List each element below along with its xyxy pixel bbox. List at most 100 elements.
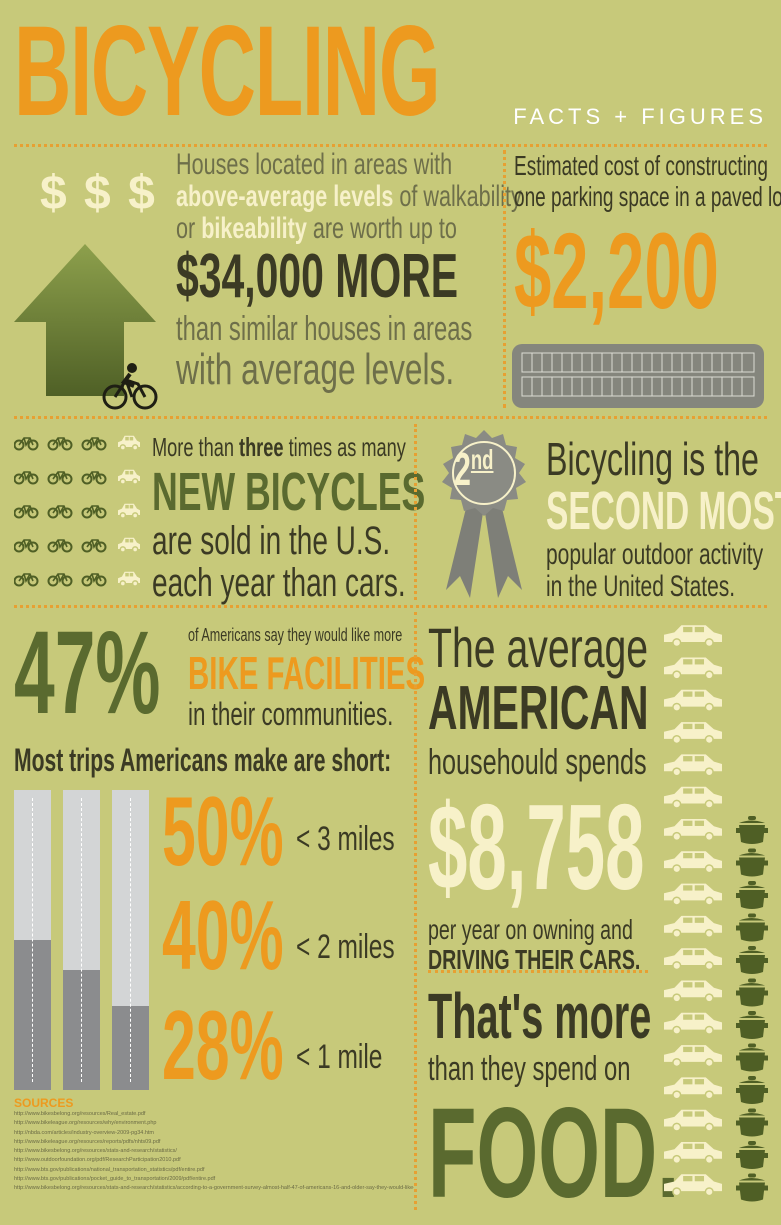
divider-3 <box>14 605 767 608</box>
food-line2: than they spend on <box>428 1050 631 1088</box>
car-icon <box>664 819 722 842</box>
parking-text: Estimated cost of constructing one parki… <box>514 152 781 331</box>
divider-vertical-1 <box>503 150 506 408</box>
trip-percent-3: 28% <box>162 990 284 1100</box>
car-icon <box>664 915 722 939</box>
second-line4: in the United States. <box>546 570 736 603</box>
household-line6: DRIVING THEIR CARS. <box>428 944 641 975</box>
house-amount: $34,000 MORE <box>176 242 459 311</box>
facilities-text: of Americans say they would like more BI… <box>188 625 425 732</box>
house-line3: or bikeability are worth up to <box>176 212 457 245</box>
pot-icon <box>736 1076 768 1104</box>
car-icon <box>664 1077 722 1100</box>
bicycle-icon <box>47 471 73 485</box>
food-text: That's more than they spend on FOOD. <box>428 980 679 1218</box>
trip-row-1: 50% <box>162 782 358 880</box>
car-icon <box>664 1174 722 1197</box>
source-item[interactable]: http://www.bikeleague.org/resources/repo… <box>14 1138 161 1145</box>
bicycle-icon <box>47 505 73 519</box>
household-line2: AMERICAN <box>428 674 649 743</box>
trip-row-2: 40% <box>162 886 358 984</box>
bicycle-icon <box>14 437 39 451</box>
cyclist-icon <box>102 363 158 410</box>
page-subtitle: FACTS + FIGURES <box>513 104 767 129</box>
car-icon <box>664 948 722 971</box>
cars-and-pots-icons <box>664 625 768 1202</box>
source-item[interactable]: http://www.bikesbelong.org/resources/sta… <box>14 1185 414 1192</box>
second-most-text: Bicycling is the SECOND MOST popular out… <box>546 433 781 603</box>
source-item[interactable]: http://nbda.com/articles/industry-overvi… <box>14 1129 155 1136</box>
bicycle-icon <box>81 437 107 451</box>
bicycle-icon <box>81 573 107 587</box>
dollar-signs: $ $ $ <box>40 167 157 220</box>
household-text: The average AMERICAN househould spends $… <box>428 620 658 974</box>
second-line1: Bicycling is the <box>546 433 759 485</box>
car-icon <box>118 435 140 451</box>
sources-heading: SOURCES <box>14 1096 74 1110</box>
source-item[interactable]: http://www.bikeleague.org/resources/why/… <box>14 1120 157 1127</box>
car-icon <box>664 689 722 712</box>
car-icon <box>664 657 722 680</box>
trip-row-3: 28% <box>162 996 358 1094</box>
source-item[interactable]: http://www.bts.gov/publications/pocket_g… <box>14 1176 216 1183</box>
house-line1: Houses located in areas with <box>176 148 453 181</box>
bicycle-icon <box>81 539 107 553</box>
pot-icon <box>736 1108 768 1137</box>
house-icon <box>14 244 156 396</box>
source-item[interactable]: http://www.bikesbelong.org/resources/sta… <box>14 1148 177 1155</box>
car-icon <box>664 1109 722 1132</box>
car-icon <box>664 1142 722 1165</box>
pot-icon <box>736 913 768 942</box>
divider-vertical-3 <box>414 612 417 1210</box>
divider-top <box>14 144 767 147</box>
house-line6: with average levels. <box>176 345 455 394</box>
car-icon <box>664 1045 722 1068</box>
car-icon <box>664 754 722 777</box>
bikes-vs-cars-icon-grid <box>14 435 140 587</box>
car-icon <box>664 980 722 1003</box>
household-amount: $8,758 <box>428 779 645 915</box>
bicycle-icon <box>81 471 107 485</box>
facilities-line3: in their communities. <box>188 696 394 732</box>
pot-icon <box>736 816 768 844</box>
divider-2 <box>14 416 767 419</box>
bicycle-icon <box>14 471 39 485</box>
household-line1: The average <box>428 616 649 679</box>
page-title: BICYCLING <box>14 0 441 143</box>
car-icon <box>118 537 140 553</box>
ribbon-icon <box>442 430 526 598</box>
car-icon <box>664 722 722 745</box>
house-line5: than similar houses in areas <box>176 310 473 348</box>
facilities-line1: of Americans say they would like more <box>188 625 403 645</box>
pot-icon <box>736 978 768 1007</box>
facilities-percent: 47% <box>14 607 161 739</box>
bicycle-icon <box>14 539 39 553</box>
sources-list: http://www.bikesbelong.org/resources/Rea… <box>14 1110 414 1194</box>
source-item[interactable]: http://www.bikesbelong.org/resources/Rea… <box>14 1111 146 1117</box>
bicycle-icon <box>47 573 73 587</box>
trip-label-3: < 1 mile <box>296 1038 383 1076</box>
new-bicycles-headline: NEW BICYCLES <box>152 462 426 522</box>
trip-percent-1: 50% <box>162 776 284 886</box>
pot-icon <box>736 1141 768 1169</box>
trip-bar-2 <box>63 790 100 1090</box>
bicycle-icon <box>47 539 73 553</box>
car-icon <box>664 625 722 648</box>
car-icon <box>664 786 722 809</box>
car-icon <box>664 883 722 906</box>
food-headline: FOOD. <box>428 1082 680 1225</box>
ribbon-label: 2nd <box>454 443 494 495</box>
parking-lot-icon <box>512 344 764 408</box>
parking-amount: $2,200 <box>514 210 719 331</box>
source-item[interactable]: http://www.outdoorfoundation.org/pdf/Res… <box>14 1157 181 1164</box>
second-line3: popular outdoor activity <box>546 538 764 571</box>
car-icon <box>118 469 140 485</box>
trip-label-1: < 3 miles <box>296 820 395 858</box>
source-item[interactable]: http://www.bts.gov/publications/national… <box>14 1166 205 1173</box>
new-bicycles-line3: are sold in the U.S. <box>152 519 391 563</box>
trip-bar-1 <box>14 790 51 1090</box>
bicycle-icon <box>47 437 73 451</box>
bicycle-icon <box>14 505 39 519</box>
second-headline: SECOND MOST <box>546 481 781 541</box>
food-line1: That's more <box>428 980 652 1052</box>
